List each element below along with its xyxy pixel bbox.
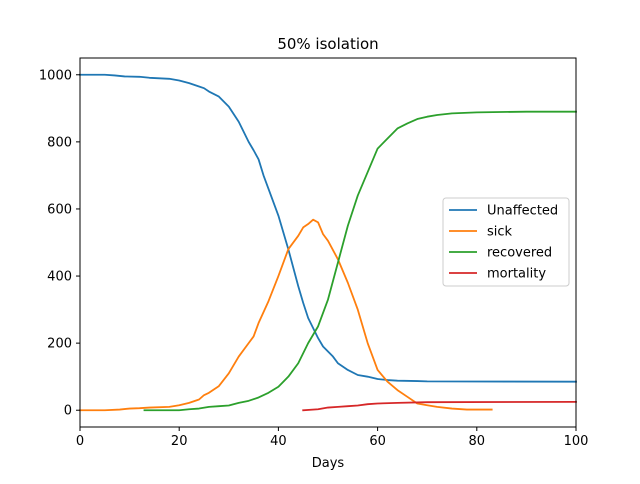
legend-box [442, 197, 570, 287]
series-line-mortality [302, 400, 577, 412]
x-axis: 0 20 40 60 80 100 [76, 427, 589, 449]
x-tick-label: 20 [171, 434, 188, 449]
series-line-recovered [143, 110, 577, 412]
legend: Unaffected sick recovered mortality [442, 197, 570, 287]
y-tick-label: 800 [47, 135, 72, 150]
chart-title: 50% isolation [277, 35, 378, 53]
series-line-sick [79, 218, 493, 412]
x-tick-label: 60 [369, 434, 386, 449]
y-tick-label: 0 [64, 404, 72, 419]
x-tick-label: 80 [469, 434, 486, 449]
legend-entry: sick [487, 225, 513, 240]
x-tick-label: 0 [76, 434, 84, 449]
x-tick-label: 100 [564, 434, 589, 449]
y-tick-label: 1000 [39, 68, 72, 83]
y-tick-label: 400 [47, 270, 72, 285]
y-tick-label: 600 [47, 202, 72, 217]
x-axis-label: Days [312, 456, 345, 471]
y-axis: 0 200 400 600 800 1000 [39, 68, 80, 419]
legend-entry: recovered [487, 246, 552, 261]
series-line-unaffected [79, 73, 577, 383]
y-tick-label: 200 [47, 337, 72, 352]
legend-entry: mortality [487, 267, 546, 282]
series-layer [79, 73, 577, 412]
x-tick-label: 40 [270, 434, 287, 449]
legend-entry: Unaffected [487, 204, 558, 219]
plot-frame [79, 57, 577, 428]
